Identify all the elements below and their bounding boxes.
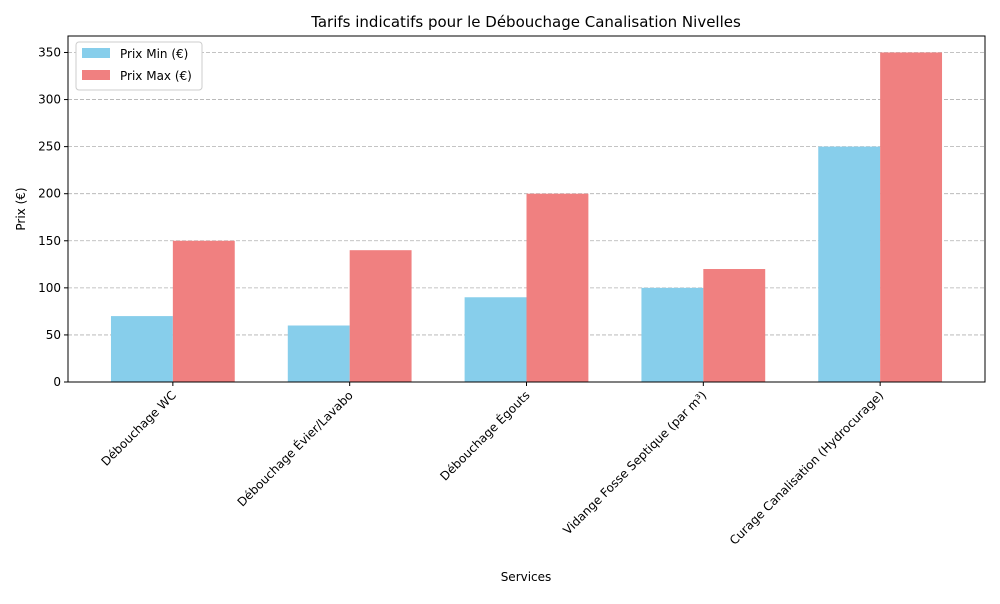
legend-swatch: [82, 48, 110, 58]
bar-min: [287, 325, 350, 382]
bar-max: [526, 193, 589, 382]
x-axis-label: Services: [501, 570, 552, 584]
y-tick-label: 0: [53, 375, 61, 389]
y-tick-label: 200: [38, 187, 61, 201]
y-tick-label: 300: [38, 93, 61, 107]
bar-max: [349, 250, 412, 382]
x-tick-label: Curage Canalisation (Hydrocurage): [727, 388, 886, 547]
chart-title: Tarifs indicatifs pour le Débouchage Can…: [310, 13, 741, 31]
legend: Prix Min (€) Prix Max (€): [75, 41, 203, 91]
bar-max: [880, 52, 943, 382]
bar-min: [641, 287, 704, 382]
x-tick-label: Vidange Fosse Septique (par m³): [560, 388, 709, 537]
y-tick-label: 100: [38, 281, 61, 295]
x-tick-label: Débouchage Égouts: [437, 388, 533, 484]
legend-label: Prix Min (€): [120, 47, 188, 61]
y-tick-label: 250: [38, 140, 61, 154]
bar-min: [110, 316, 173, 382]
y-tick-label: 350: [38, 45, 61, 59]
x-tick-label: Débouchage Évier/Lavabo: [234, 388, 356, 510]
bar-min: [818, 146, 881, 382]
y-tick-label: 150: [38, 234, 61, 248]
bar-max: [172, 240, 235, 382]
y-axis-label: Prix (€): [14, 187, 28, 230]
bar-min: [464, 297, 527, 382]
bar-max: [703, 269, 766, 382]
x-tick-label: Débouchage WC: [98, 388, 178, 468]
legend-label: Prix Max (€): [120, 69, 192, 83]
legend-swatch: [82, 70, 110, 80]
y-tick-label: 50: [46, 328, 61, 342]
